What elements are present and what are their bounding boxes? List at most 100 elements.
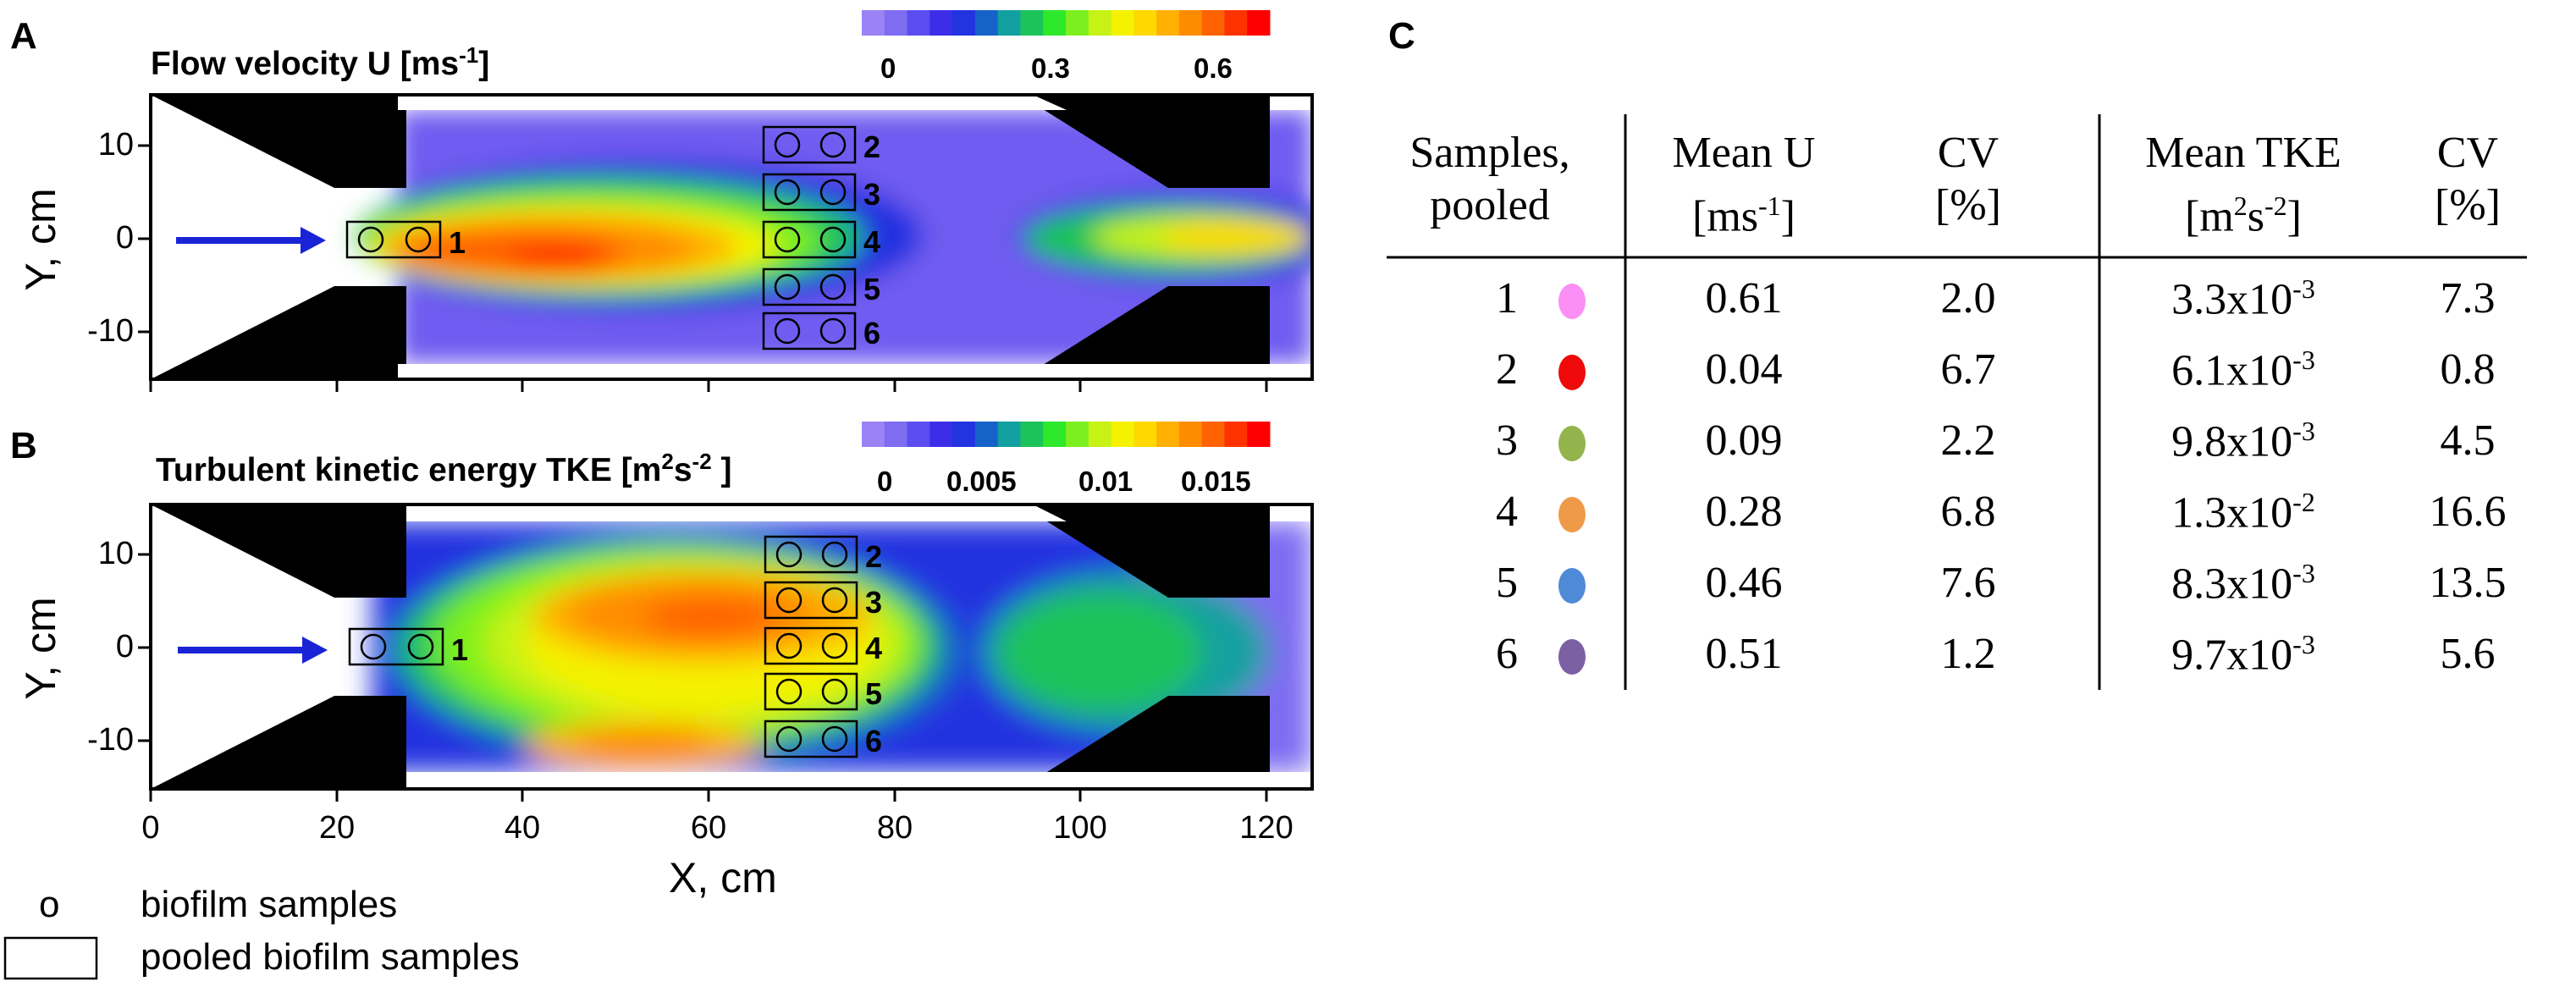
table-cell-mean-u: 0.51 (1705, 630, 1783, 678)
table-cell-mean-tke: 3.3x10-3 (2108, 273, 2379, 324)
legend-box-text: pooled biofilm samples (141, 936, 520, 978)
panel-a-x-axis (149, 379, 1268, 392)
tke-exponent: -3 (2292, 558, 2315, 588)
table-sample-color-dot (1558, 426, 1586, 461)
panel-b-y-tick: -10 (87, 722, 134, 758)
colorbar-swatch (862, 10, 885, 36)
table-cell-mean-u: 0.28 (1705, 488, 1783, 536)
panel-a-samples (345, 125, 857, 350)
table-header-samples: Samples, pooled (1409, 129, 1570, 229)
colorbar-swatch (1247, 10, 1271, 36)
panel-a-sample-label-4: 4 (863, 224, 881, 259)
colorbar-swatch (907, 422, 930, 447)
panel-a-sample-box-2 (762, 125, 857, 164)
colorbar-swatch (1156, 10, 1180, 36)
table-cell-mean-tke: 8.3x10-3 (2108, 558, 2379, 609)
panel-a-sample-circle (405, 226, 432, 253)
panel-a-sample-label-6: 6 (863, 316, 881, 350)
table-cell-mean-tke: 9.7x10-3 (2108, 629, 2379, 680)
colorbar-a-tick: 0.6 (1194, 52, 1233, 84)
table-cell-cv-tke: 13.5 (2429, 559, 2507, 607)
colorbar-swatch (1111, 422, 1134, 447)
panel-a-sample-label-3: 3 (863, 177, 881, 212)
colorbar-swatch (1156, 422, 1180, 447)
colorbar-swatch (1043, 422, 1067, 447)
panel-b-title: Turbulent kinetic energy TKE [m2s-2 ] (156, 449, 732, 488)
colorbar-swatch (974, 10, 999, 36)
colorbar-swatch (1224, 422, 1248, 447)
panel-b-sample-label-5: 5 (865, 676, 883, 711)
table-cell-sample: 3 (1496, 416, 1518, 465)
panel-a-sample-label-5: 5 (863, 272, 881, 306)
colorbar-swatch (1088, 10, 1112, 36)
panel-a-sample-box-4 (762, 220, 857, 259)
colorbar-swatch (929, 10, 953, 36)
colorbar-swatch (1224, 10, 1248, 36)
panel-b-y-tick: 10 (97, 536, 134, 571)
table-cell-cv-tke: 5.6 (2440, 630, 2496, 678)
colorbar-b-tick: 0.01 (1078, 466, 1134, 497)
table-cell-cv-u: 7.6 (1940, 559, 1996, 607)
panel-a-sample-label-1: 1 (449, 225, 466, 260)
panel-b-sample-box-2 (764, 535, 858, 574)
table-sample-color-dot (1558, 284, 1586, 319)
panel-b-x-tick: 100 (1053, 810, 1107, 846)
table-cell-cv-u: 6.8 (1940, 488, 1996, 536)
panel-b-x-axis (149, 789, 1268, 802)
table-cell-sample: 5 (1496, 559, 1518, 607)
table-lines (1387, 114, 2527, 690)
tke-mantissa: 3.3x10 (2171, 275, 2293, 324)
colorbar-a-tick: 0.3 (1031, 52, 1070, 84)
panel-b-x-tick: 20 (318, 810, 356, 846)
panel-a-title: Flow velocity U [ms-1] (151, 42, 490, 82)
panel-b-y-axis (138, 553, 151, 742)
panel-a-y-label: Y, cm (17, 188, 64, 291)
table-cell-cv-u: 6.7 (1940, 345, 1996, 394)
tke-mantissa: 9.8x10 (2171, 417, 2293, 466)
tke-exponent: -2 (2292, 487, 2315, 517)
panel-b-x-tick: 40 (504, 810, 541, 846)
colorbar-swatch (1178, 10, 1203, 36)
panel-a-y-tick: 10 (97, 127, 134, 163)
table-cell-sample: 2 (1496, 345, 1518, 394)
panel-a-sample-box-1 (345, 220, 442, 259)
colorbar-swatch (862, 422, 885, 447)
panel-b-sample-label-3: 3 (865, 585, 883, 620)
table-header-mean-tke: Mean TKE [m2s-2] (2145, 129, 2342, 241)
colorbar-swatch (884, 422, 908, 447)
panel-letter-c: C (1388, 15, 1415, 57)
legend-symbols (3, 936, 98, 980)
legend-circle-symbol: o (39, 884, 60, 925)
panel-b-sample-label-6: 6 (865, 724, 883, 758)
table-cell-cv-tke: 7.3 (2440, 274, 2496, 323)
tke-exponent: -3 (2292, 416, 2315, 446)
table-cell-cv-tke: 4.5 (2440, 416, 2496, 465)
panel-letter-b: B (10, 425, 37, 466)
colorbar-swatch (952, 10, 976, 36)
colorbar-swatch (1178, 422, 1203, 447)
colorbar-swatch (974, 422, 999, 447)
colorbar-swatch (1043, 10, 1067, 36)
colorbar-b-tick: 0.015 (1181, 466, 1251, 497)
colorbar-swatch (1111, 10, 1134, 36)
panel-b-samples (348, 535, 858, 758)
table-cell-cv-u: 1.2 (1940, 630, 1996, 678)
tke-exponent: -3 (2292, 273, 2315, 304)
panel-a-sample-label-2: 2 (863, 130, 881, 164)
colorbar-swatch (1134, 10, 1157, 36)
tke-exponent: -3 (2292, 345, 2315, 375)
colorbar-swatch (997, 10, 1021, 36)
panel-a-sample-box-6 (762, 312, 857, 350)
table-cell-mean-u: 0.09 (1705, 416, 1783, 465)
panel-a-sample-circle (357, 226, 384, 253)
colorbar-swatch (1201, 10, 1225, 36)
table-cell-mean-tke: 1.3x10-2 (2108, 487, 2379, 538)
panel-b-x-tick: 0 (141, 810, 160, 846)
table-cell-cv-u: 2.0 (1940, 274, 1996, 323)
table-cell-mean-tke: 9.8x10-3 (2108, 416, 2379, 466)
table-cell-sample: 1 (1496, 274, 1518, 323)
table-sample-color-dot (1558, 568, 1586, 604)
panel-a-y-axis (138, 144, 151, 334)
panel-letter-a: A (10, 15, 37, 57)
